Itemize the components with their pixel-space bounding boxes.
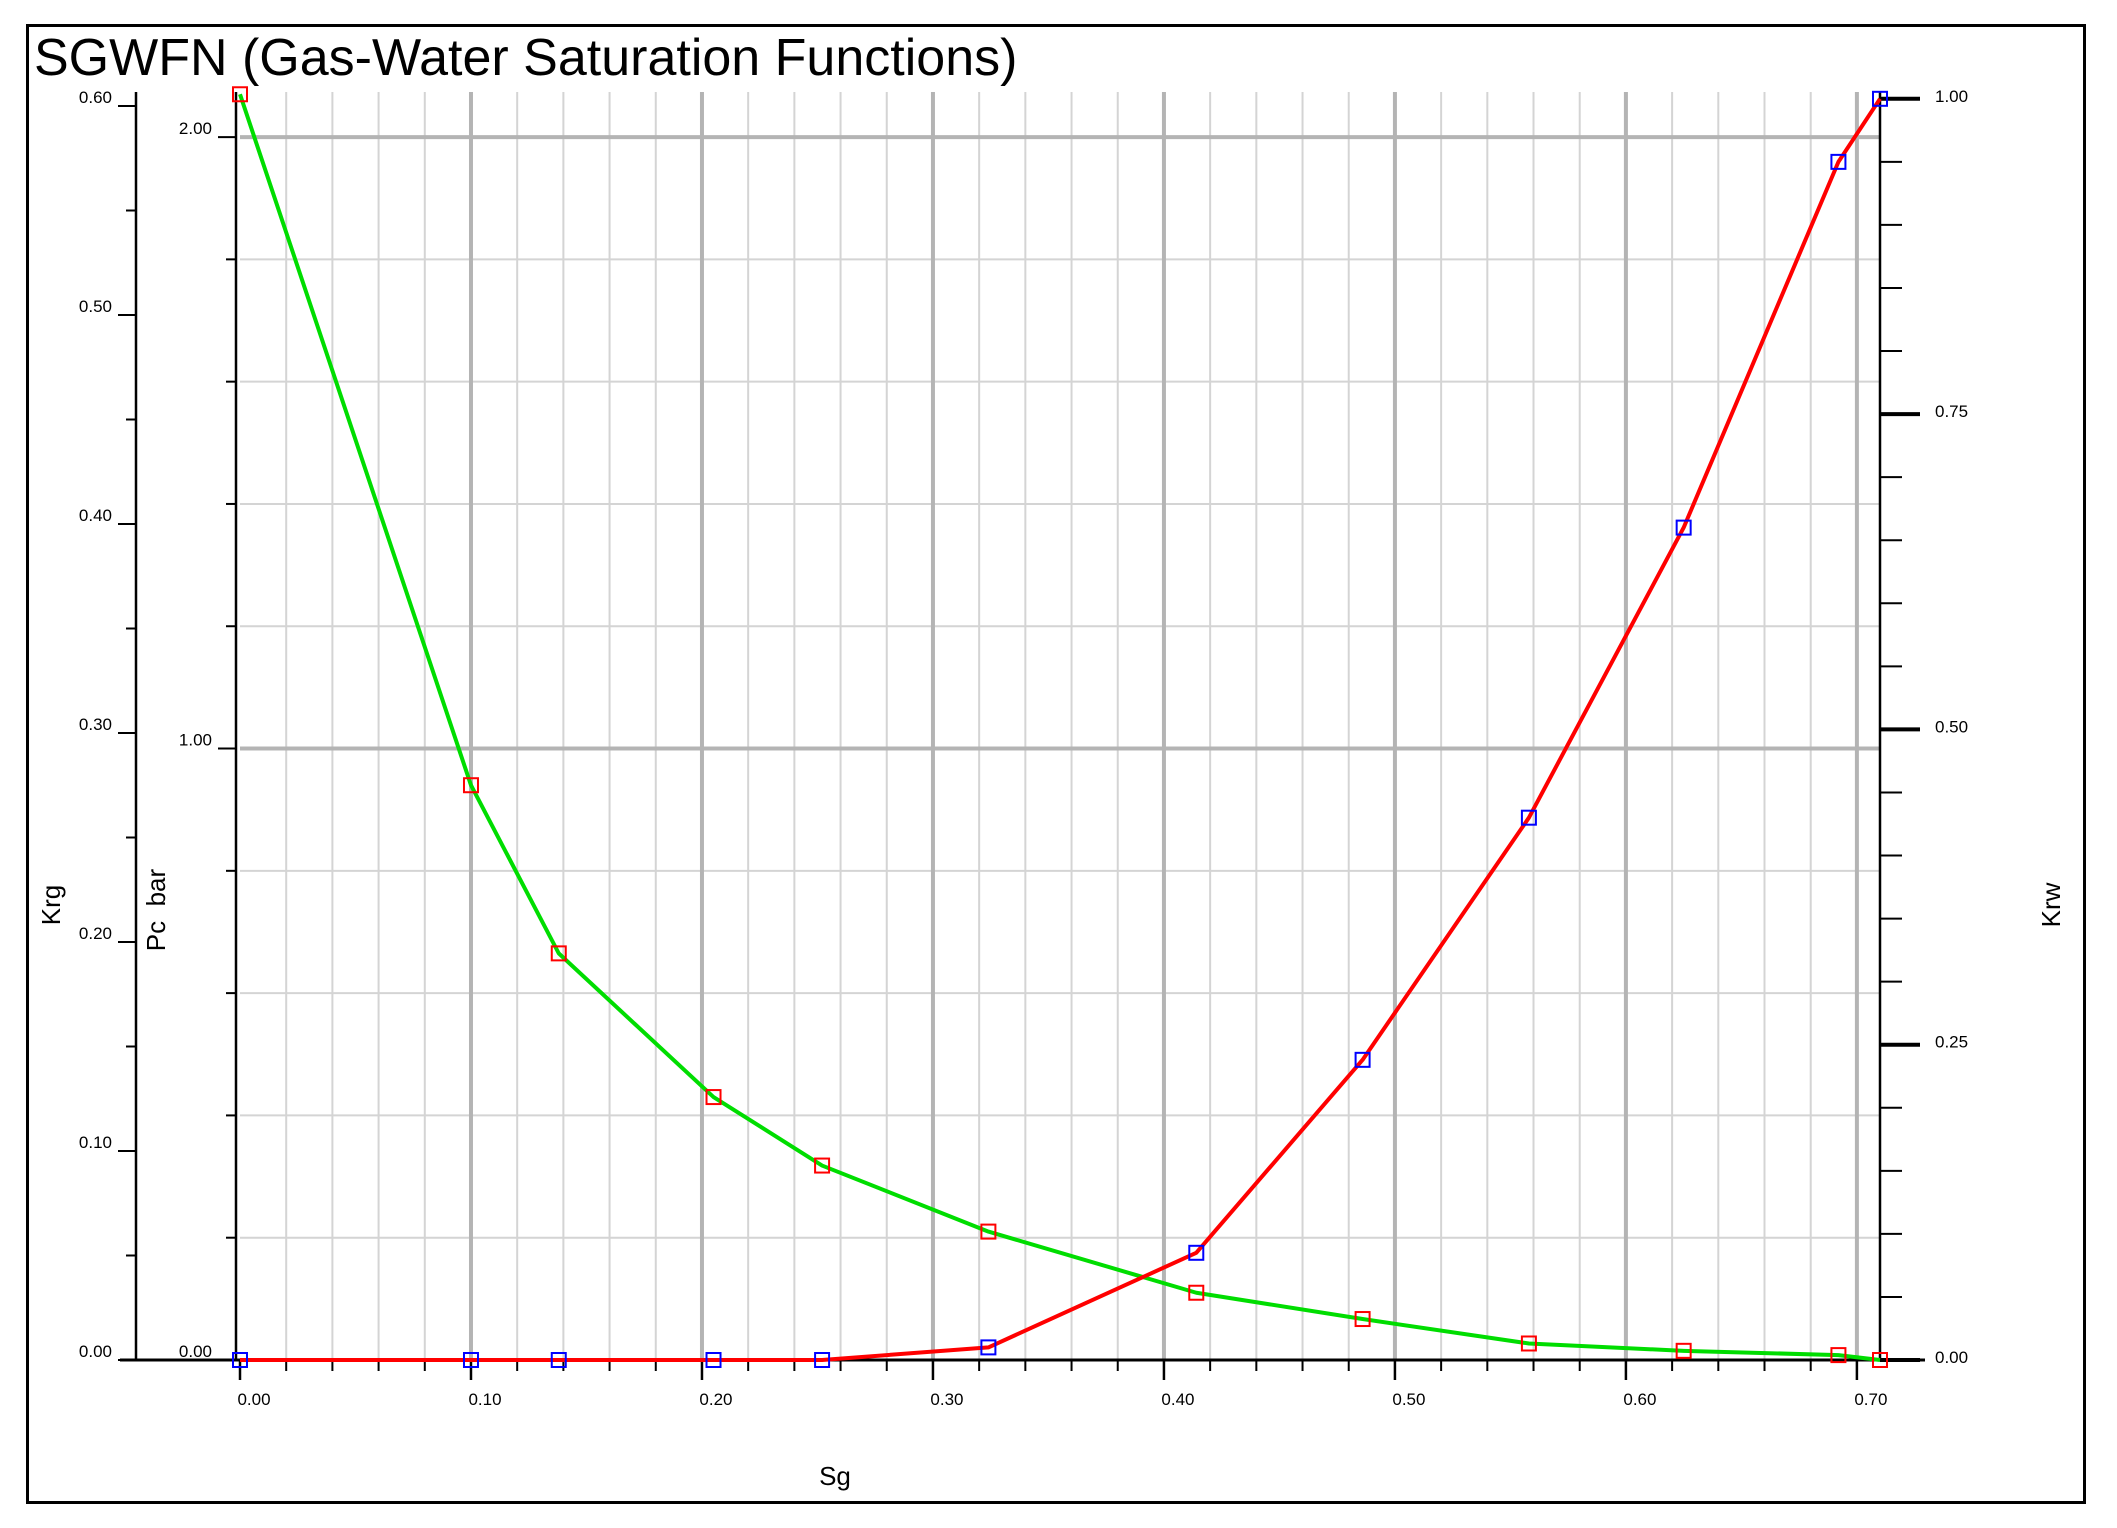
krw-point xyxy=(1675,519,1692,536)
krg-tick-label: 0.50 xyxy=(79,297,112,316)
x-tick-label: 0.60 xyxy=(1623,1390,1656,1409)
krw-tick-label: 0.50 xyxy=(1935,717,1968,736)
pc-tick-label: 2.00 xyxy=(179,119,212,138)
major-gridlines xyxy=(240,92,1880,1360)
x-tick-label: 0.70 xyxy=(1854,1390,1887,1409)
krw-axis-label: Krw xyxy=(2036,882,2066,927)
krw-point xyxy=(980,1339,997,1356)
pc-point xyxy=(705,1089,722,1106)
chart-frame xyxy=(26,24,2086,1504)
krw-point xyxy=(814,1352,831,1368)
krg-tick-label: 0.10 xyxy=(79,1133,112,1152)
krg-tick-label: 0.60 xyxy=(79,88,112,107)
pc-point xyxy=(1872,1352,1888,1368)
krw-point xyxy=(705,1352,722,1368)
x-tick-label: 0.00 xyxy=(237,1390,270,1409)
krg-tick-label: 0.00 xyxy=(79,1342,112,1361)
pc-point xyxy=(1520,1335,1537,1352)
pc-point xyxy=(1675,1342,1692,1359)
krw-tick-label: 0.75 xyxy=(1935,402,1968,421)
krg-axis-label: Krg xyxy=(36,885,66,925)
minor-gridlines xyxy=(240,92,1880,1360)
pc-point xyxy=(232,86,248,103)
pc-point xyxy=(1354,1311,1371,1328)
x-tick-label: 0.30 xyxy=(930,1390,963,1409)
pc-tick-label: 0.00 xyxy=(179,1342,212,1361)
pc-point xyxy=(1188,1284,1205,1301)
axes xyxy=(118,92,1925,1380)
krw-point xyxy=(1520,809,1537,826)
krw-tick-label: 0.25 xyxy=(1935,1033,1968,1052)
pc-point xyxy=(814,1157,831,1174)
pc-point xyxy=(980,1223,997,1240)
krg-tick-label: 0.40 xyxy=(79,506,112,525)
pc-point xyxy=(1830,1347,1847,1364)
pc-axis-label: Pc bar xyxy=(141,868,171,951)
krw-point xyxy=(232,1352,248,1368)
chart-title: SGWFN (Gas-Water Saturation Functions) xyxy=(34,29,1018,87)
series-layer xyxy=(232,86,1888,1368)
x-tick-label: 0.40 xyxy=(1161,1390,1194,1409)
x-tick-label: 0.50 xyxy=(1392,1390,1425,1409)
krg-tick-label: 0.30 xyxy=(79,715,112,734)
x-axis-label: Sg xyxy=(819,1461,851,1491)
pc-tick-label: 1.00 xyxy=(179,731,212,750)
pc-point xyxy=(550,945,567,962)
pc-point xyxy=(462,777,479,794)
krw-curve xyxy=(240,97,1882,1362)
krw-point xyxy=(1188,1244,1205,1261)
tick-labels: 0.00 0.10 0.20 0.30 0.40 0.50 0.60 0.70 0.00 0.10… xyxy=(79,87,1968,1409)
krw-point xyxy=(550,1352,567,1368)
krw-point xyxy=(1872,90,1888,107)
krw-tick-label: 0.00 xyxy=(1935,1348,1968,1367)
krg-tick-label: 0.20 xyxy=(79,924,112,943)
pc-curve xyxy=(238,93,1881,1362)
krw-point xyxy=(1354,1051,1371,1068)
x-tick-label: 0.20 xyxy=(699,1390,732,1409)
krw-tick-label: 1.00 xyxy=(1935,87,1968,106)
x-tick-label: 0.10 xyxy=(468,1390,501,1409)
krw-point xyxy=(462,1352,479,1368)
krw-point xyxy=(1830,153,1847,170)
